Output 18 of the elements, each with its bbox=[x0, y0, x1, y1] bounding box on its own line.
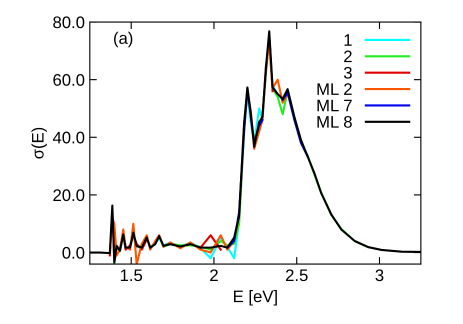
y-tick-label: 40.0 bbox=[52, 132, 84, 144]
y-axis-title: σ(E) bbox=[31, 128, 47, 159]
y-tick-label: 20.0 bbox=[53, 189, 84, 202]
x-axis-title: E [eV] bbox=[234, 290, 277, 306]
legend-label: 2 bbox=[344, 50, 352, 62]
legend-label: ML 7 bbox=[317, 100, 352, 112]
legend-label: 1 bbox=[344, 34, 352, 46]
legend-label: ML 8 bbox=[317, 116, 352, 128]
legend-label: ML 2 bbox=[317, 83, 352, 95]
y-tick-label: 80.0 bbox=[53, 16, 84, 28]
x-tick-label: 2.5 bbox=[286, 269, 308, 282]
y-tick-label: 60.0 bbox=[53, 74, 84, 86]
y-tick-label: 0.0 bbox=[62, 246, 84, 259]
x-tick-label: 1.5 bbox=[120, 270, 142, 282]
x-tick-label: 3 bbox=[375, 269, 384, 282]
legend-label: 3 bbox=[344, 66, 352, 79]
x-tick-label: 2 bbox=[210, 269, 218, 281]
annotation: (a) bbox=[114, 32, 132, 48]
